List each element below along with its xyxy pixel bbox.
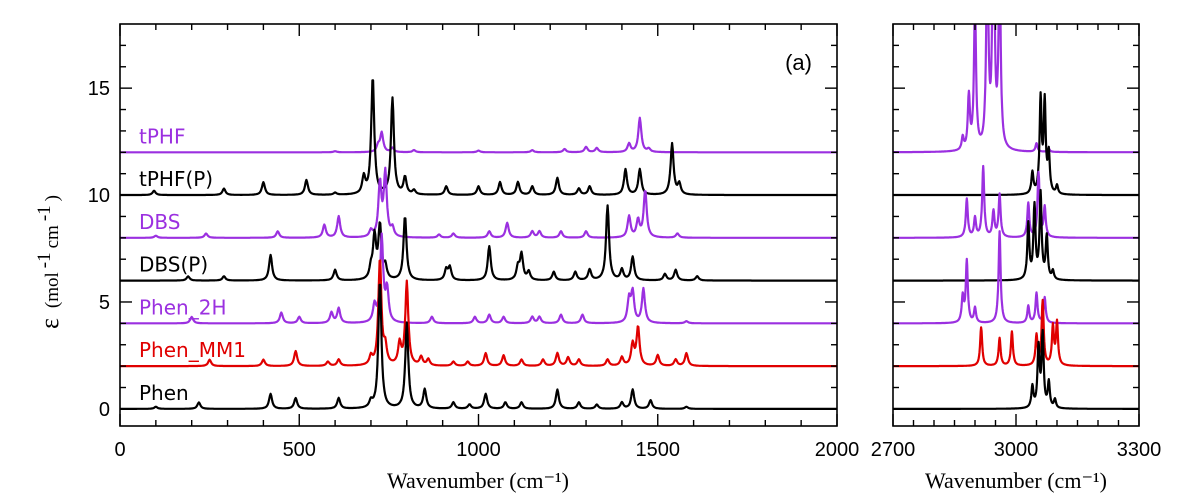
left-x-tick-label: 500 [283, 439, 316, 461]
series-labels: tPHF tPHF(P) DBS DBS(P) Phen_2H Phen_MM1 Phen [139, 124, 246, 405]
y-axis-title-close: ) [42, 195, 63, 201]
panel-label: (a) [785, 50, 812, 75]
svg-text:ε (mol -1 cm: ε (mol -1 cm -1 ) [34, 195, 64, 329]
right-panel: 2700 3000 3300 Wavenumber (cm⁻¹) [871, 23, 1162, 493]
spectrum-dbs-p--left [120, 204, 837, 282]
y-axis-title-sup2: -1 [34, 205, 55, 221]
y-tick-label: 10 [88, 185, 110, 207]
right-x-tick-label: 2700 [871, 439, 916, 461]
left-spectra [120, 79, 837, 410]
y-axis-title: ε (mol -1 cm -1 ) [34, 195, 64, 329]
spectrum-phen-right [893, 328, 1139, 410]
spectrum-phen-mm1-right [893, 298, 1139, 368]
spectrum-tphf-right [893, 24, 1139, 154]
left-x-tick-label: 1000 [456, 439, 501, 461]
spectrum-tphf-p--right [893, 91, 1139, 197]
spectrum-tphf-p--left [120, 79, 837, 197]
spectrum-phen-mm1-left [120, 259, 837, 368]
right-x-tick-label: 3300 [1117, 439, 1162, 461]
series-label-phen-2h: Phen_2H [139, 295, 226, 319]
spectrum-tphf-left [120, 116, 837, 154]
series-label-phen: Phen [139, 381, 189, 405]
series-label-dbs: DBS [139, 210, 180, 234]
spectrum-phen-left [120, 283, 837, 410]
spectrum-dbs-p--right [893, 188, 1139, 282]
right-spectra [893, 24, 1139, 410]
series-label-tphf-p-: tPHF(P) [139, 167, 213, 191]
spectrum-dbs-right [893, 164, 1139, 239]
left-panel: 0 500 1000 1500 2000 0 5 10 15 (a) tPHF tPHF(P) DB… [88, 23, 860, 493]
left-x-tick-label: 0 [114, 439, 125, 461]
left-panel-frame [119, 23, 838, 427]
left-x-tick-label: 2000 [815, 439, 860, 461]
right-x-tick-label: 3000 [994, 439, 1039, 461]
left-x-axis-title: Wavenumber (cm⁻¹) [387, 468, 569, 493]
series-label-phen-mm1: Phen_MM1 [139, 338, 246, 362]
y-axis-title-units: (mol [42, 272, 63, 308]
y-tick-label: 0 [99, 399, 110, 421]
spectrum-phen-2h-left [120, 232, 837, 325]
right-panel-frame [892, 23, 1140, 427]
left-ticks: 0 500 1000 1500 2000 0 5 10 15 [88, 24, 860, 461]
spectrum-phen-2h-right [893, 230, 1139, 325]
y-axis-title-symbol: ε [35, 318, 64, 329]
spectrum-dbs-left [120, 166, 837, 239]
right-ticks: 2700 3000 3300 [871, 24, 1162, 461]
series-label-tphf: tPHF [139, 124, 185, 148]
series-label-dbs-p-: DBS(P) [139, 253, 208, 277]
y-axis-title-sup1: -1 [34, 252, 55, 268]
y-axis-title-cm: cm [42, 225, 63, 248]
y-tick-label: 15 [88, 78, 110, 100]
y-tick-label: 5 [99, 292, 110, 314]
right-x-axis-title: Wavenumber (cm⁻¹) [925, 468, 1107, 493]
left-x-tick-label: 1500 [636, 439, 681, 461]
